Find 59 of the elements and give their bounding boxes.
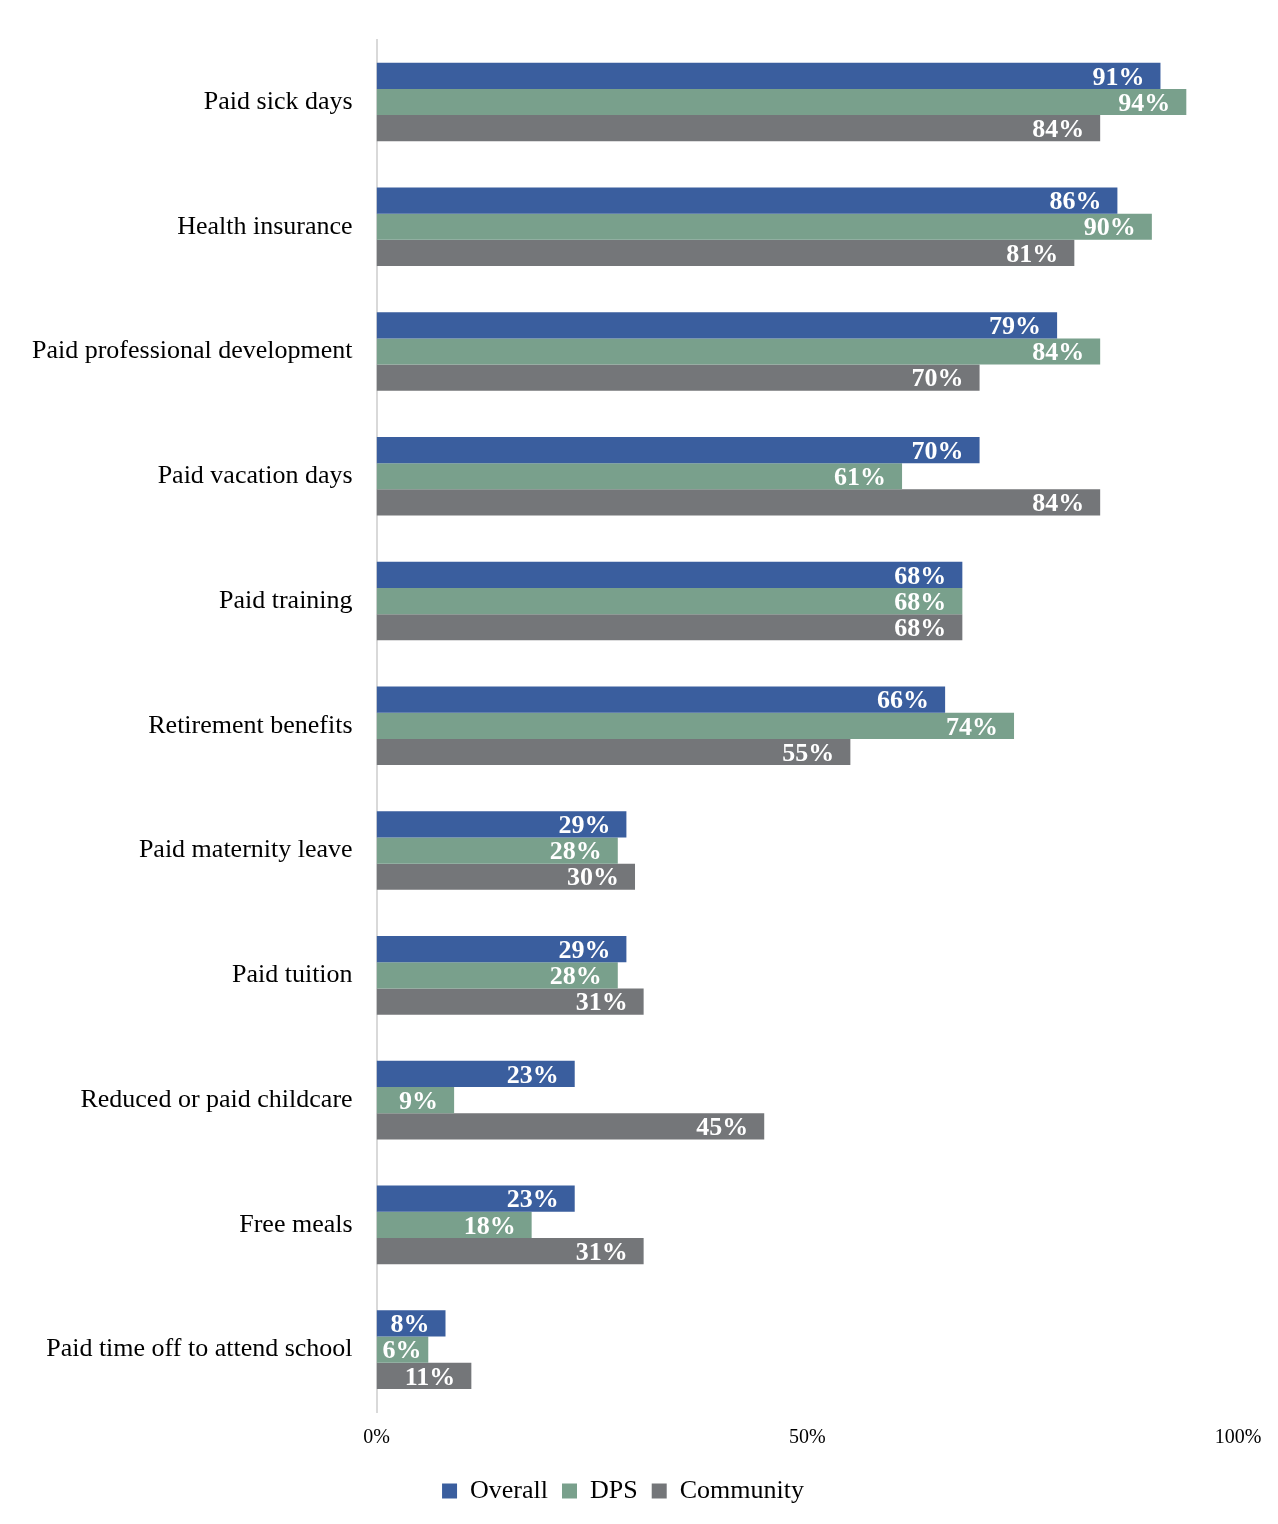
bar (376, 213, 1152, 240)
y-tick-label: Paid professional development (31, 335, 354, 365)
bar (376, 863, 636, 890)
bar (376, 1185, 575, 1212)
y-tick-label: Paid time off to attend school (46, 1333, 353, 1363)
y-tick-label: Paid vacation days (157, 460, 353, 490)
bar (376, 837, 618, 864)
data-label: 81% (1006, 238, 1059, 268)
bar (376, 587, 963, 615)
bar (376, 712, 1015, 739)
bar (376, 1237, 644, 1265)
bar (376, 463, 903, 490)
bar (376, 962, 618, 989)
bar (376, 1060, 575, 1087)
data-label: 84% (1032, 113, 1085, 143)
y-tick-label: Paid sick days (203, 85, 353, 115)
data-label: 9% (399, 1085, 439, 1115)
y-tick-label: Paid training (219, 584, 353, 614)
bar (376, 1113, 765, 1140)
data-label: 55% (782, 737, 835, 767)
bar (376, 312, 1058, 339)
data-label: 70% (911, 363, 964, 393)
bar (376, 88, 1187, 116)
data-label: 45% (696, 1112, 749, 1142)
bar (376, 936, 627, 963)
x-tick-label: 50% (788, 1425, 826, 1448)
bar (376, 686, 946, 713)
bar (376, 436, 980, 464)
data-label: 84% (1032, 488, 1085, 518)
data-label: 61% (834, 461, 887, 491)
bar (376, 561, 963, 588)
x-tick-label: 100% (1214, 1425, 1262, 1448)
data-label: 29% (558, 934, 611, 964)
legend-label: Overall (470, 1474, 549, 1504)
y-tick-label: Reduced or paid childcare (80, 1083, 353, 1113)
bar (376, 489, 1101, 516)
bar (376, 62, 1161, 89)
y-tick-label: Health insurance (177, 210, 353, 240)
x-tick-label: 0% (363, 1425, 390, 1448)
data-label: 70% (911, 435, 964, 465)
bar (376, 364, 980, 391)
bar (376, 738, 851, 766)
y-tick-label: Retirement benefits (148, 709, 353, 739)
y-tick-label: Paid maternity leave (138, 834, 353, 864)
bar (376, 614, 963, 641)
y-tick-label: Free meals (239, 1208, 353, 1238)
bar (376, 187, 1118, 214)
y-tick-label: Paid tuition (231, 959, 353, 989)
bar (376, 811, 627, 838)
legend-label: Community (679, 1474, 804, 1504)
data-label: 23% (506, 1059, 559, 1089)
data-label: 74% (946, 711, 999, 741)
bar (376, 239, 1075, 267)
legend-label: DPS (590, 1474, 638, 1504)
data-label: 31% (575, 1236, 628, 1266)
bar (376, 988, 644, 1015)
bar (376, 115, 1101, 142)
data-label: 66% (877, 685, 930, 715)
bar (376, 338, 1101, 365)
